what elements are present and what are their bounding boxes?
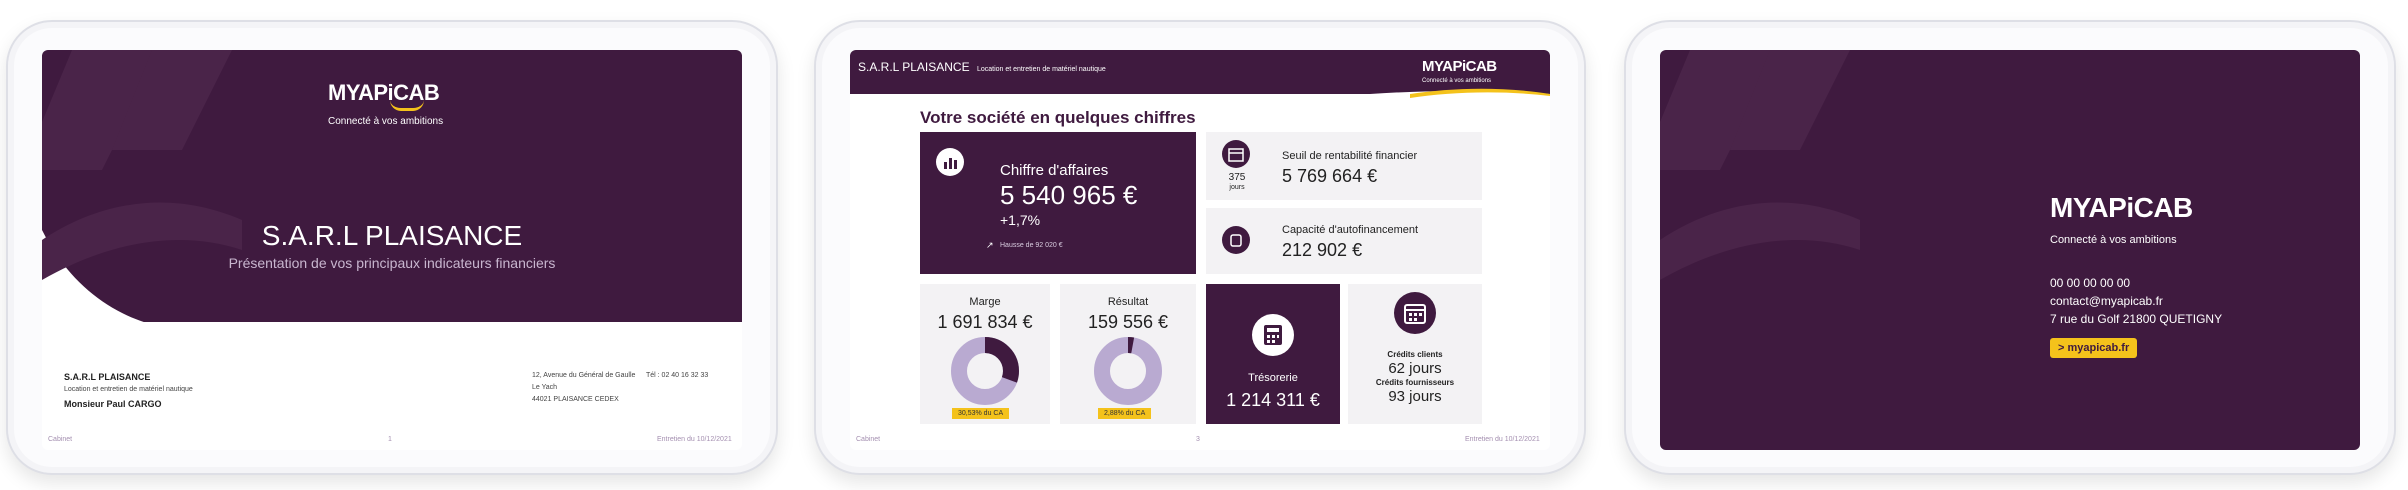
cover-page-number: 1 <box>388 436 392 443</box>
kpi-page-number: 3 <box>1196 436 1200 443</box>
clients-value: 62 jours <box>1388 360 1442 377</box>
resultat-value: 159 556 € <box>1087 312 1169 332</box>
website-button[interactable]: > myapicab.fr <box>2050 338 2138 358</box>
kpi-header-activity: Location et entretien de matériel nautiq… <box>976 66 1106 73</box>
cover-title: S.A.R.L PLAISANCE <box>261 220 523 251</box>
marge-pct-badge: 30,53% du CA <box>952 408 1010 419</box>
kpi-tagline: Connecté à vos ambitions <box>1422 78 1492 84</box>
credits-card: Crédits clients 62 jours Crédits fournis… <box>1348 284 1482 424</box>
kpi-header-company-text: S.A.R.L PLAISANCE <box>858 60 970 74</box>
caf-label: Capacité d'autofinancement <box>1282 224 1419 236</box>
cover-address-line1: 12, Avenue du Général de Gaulle <box>532 372 636 379</box>
tresorerie-label: Trésorerie <box>1248 372 1298 384</box>
cover-company-name: S.A.R.L PLAISANCE <box>64 372 151 382</box>
contact-email: contact@myapicab.fr <box>2050 294 2163 308</box>
ca-change: +1,7% <box>1000 212 1041 228</box>
seuil-label: Seuil de rentabilité financier <box>1282 150 1418 162</box>
contact-phone: 00 00 00 00 00 <box>2050 276 2131 290</box>
cover-subtitle: Présentation de vos principaux indicateu… <box>228 255 556 271</box>
contact-decor <box>1660 50 1860 280</box>
cover-decor <box>42 50 262 322</box>
cover-address-line2: Le Yach <box>532 384 558 391</box>
tablet-frame-kpi: S.A.R.L PLAISANCE Location et entretien … <box>814 20 1586 475</box>
cover-footer-left: Cabinet <box>48 436 73 443</box>
caf-card: Capacité d'autofinancement 212 902 € <box>1206 208 1482 274</box>
cover-slide: MYAPiCAB Connecté à vos ambitions S.A.R.… <box>42 50 742 450</box>
kpi-header-company: S.A.R.L PLAISANCE Location et entretien … <box>858 60 1106 74</box>
seuil-card: 375 jours Seuil de rentabilité financier… <box>1206 132 1482 200</box>
tablet-frame-cover: MYAPiCAB Connecté à vos ambitions S.A.R.… <box>6 20 778 475</box>
fournisseurs-label: Crédits fournisseurs <box>1375 378 1455 387</box>
marge-value: 1 691 834 € <box>937 312 1033 332</box>
ca-label: Chiffre d'affaires <box>1000 162 1109 179</box>
marge-donut <box>951 337 1019 405</box>
seuil-days-unit: jours <box>1229 184 1245 191</box>
resultat-donut-fill <box>1094 337 1162 405</box>
resultat-pct-badge: 2,88% du CA <box>1098 408 1152 419</box>
kpi-header-bg <box>850 50 1550 98</box>
cover-activity: Location et entretien de matériel nautiq… <box>64 386 193 393</box>
marge-card: Marge 1 691 834 € 30,53% du CA <box>920 284 1050 424</box>
clients-label: Crédits clients <box>1387 350 1443 359</box>
cover-logo: MYAPiCAB <box>328 80 440 111</box>
contact-tagline: Connecté à vos ambitions <box>2050 234 2177 246</box>
resultat-label: Résultat <box>1107 296 1149 308</box>
ca-value: 5 540 965 € <box>1000 180 1138 210</box>
kpi-footer-left: Cabinet <box>856 436 881 443</box>
cover-contact: Monsieur Paul CARGO <box>64 399 162 409</box>
caf-value: 212 902 € <box>1282 240 1363 260</box>
cover-banner: MYAPiCAB Connecté à vos ambitions S.A.R.… <box>42 50 742 322</box>
contact-address: 7 rue du Golf 21800 QUETIGNY <box>2050 312 2223 326</box>
tresorerie-card: Trésorerie 1 214 311 € <box>1206 284 1340 424</box>
contact-slide: MYAPiCAB Connecté à vos ambitions 00 00 … <box>1660 50 2360 450</box>
ca-note: Hausse de 92 020 € <box>1000 242 1063 249</box>
cover-phone: Tél : 02 40 16 32 33 <box>646 372 709 379</box>
cover-footer-right: Entretien du 10/12/2021 <box>657 436 732 443</box>
ca-card: Chiffre d'affaires 5 540 965 € +1,7% ↗ H… <box>920 132 1196 274</box>
calendar-icon <box>1222 140 1250 168</box>
kpi-slide: S.A.R.L PLAISANCE Location et entretien … <box>850 50 1550 450</box>
seuil-value: 5 769 664 € <box>1282 166 1378 186</box>
bar-chart-icon <box>936 148 964 176</box>
cash-icon <box>1222 226 1250 254</box>
marge-label: Marge <box>969 296 1001 308</box>
tablet-frame-contact: MYAPiCAB Connecté à vos ambitions 00 00 … <box>1624 20 2396 475</box>
fournisseurs-value: 93 jours <box>1388 388 1442 405</box>
calculator-icon <box>1252 314 1294 356</box>
cover-address-line3: 44021 PLAISANCE CEDEX <box>532 396 619 403</box>
cover-tagline: Connecté à vos ambitions <box>328 116 444 127</box>
seuil-days: 375 <box>1228 172 1246 183</box>
kpi-footer-right: Entretien du 10/12/2021 <box>1465 436 1540 443</box>
kpi-logo: MYAPiCAB <box>1422 58 1497 75</box>
resultat-card: Résultat 159 556 € 2,88% du CA <box>1060 284 1196 424</box>
section-title: Votre société en quelques chiffres <box>920 108 1196 127</box>
tresorerie-value: 1 214 311 € <box>1226 390 1320 410</box>
marge-donut-fill <box>951 337 1019 405</box>
trend-up-icon: ↗ <box>986 240 994 250</box>
contact-logo: MYAPiCAB <box>2050 192 2193 223</box>
calendar-grid-icon <box>1394 292 1436 334</box>
resultat-donut <box>1094 337 1162 405</box>
